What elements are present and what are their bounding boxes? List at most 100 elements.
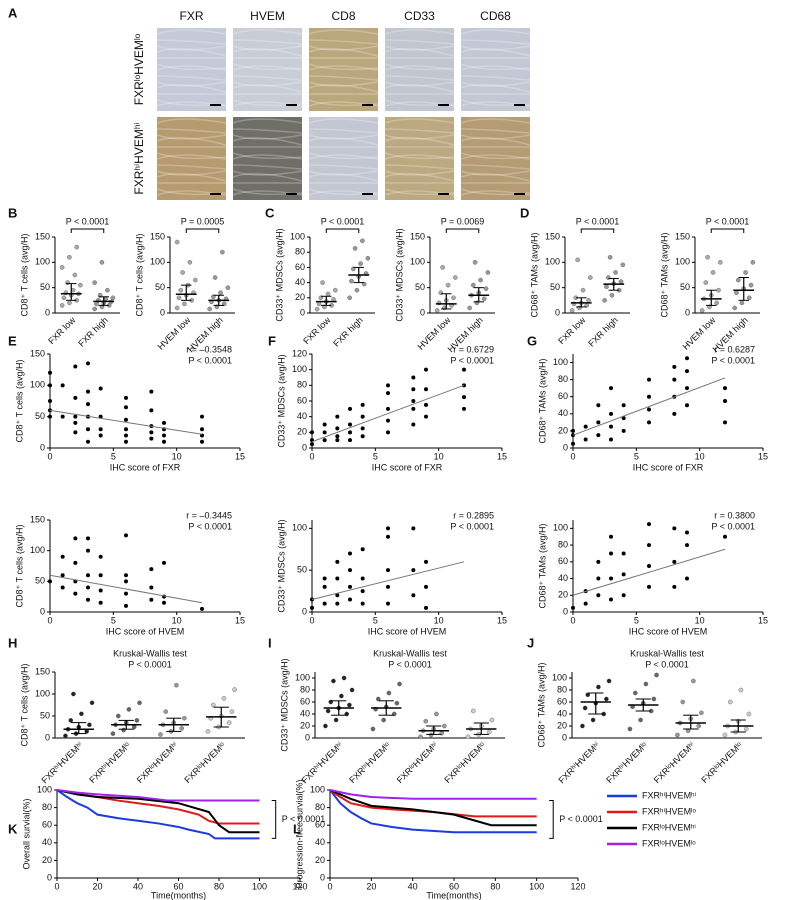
data-point — [675, 732, 680, 738]
y-tick-label: 50 — [40, 282, 50, 292]
data-point — [347, 702, 352, 708]
ihc-image — [309, 28, 378, 111]
data-point — [647, 420, 651, 425]
data-point — [470, 282, 476, 288]
data-point — [627, 726, 633, 732]
data-point — [60, 414, 65, 419]
data-point — [322, 422, 327, 427]
y-tick-label: 60 — [557, 696, 567, 706]
data-point — [121, 727, 126, 733]
data-point — [360, 426, 365, 431]
data-point — [647, 564, 651, 568]
x-tick-label: FXR high — [331, 315, 365, 349]
data-point — [60, 585, 65, 590]
data-point — [732, 305, 737, 311]
data-point — [647, 584, 651, 589]
tissue-texture — [156, 39, 227, 45]
y-tick-label: 60 — [300, 696, 310, 706]
ihc-image — [461, 117, 530, 200]
data-point — [621, 551, 626, 556]
data-point — [87, 722, 92, 728]
data-point — [596, 403, 601, 408]
x-axis-label: IHC score of HVEM — [368, 626, 447, 636]
y-axis-label: CD33⁺ MDSCs (avg/H) — [394, 228, 404, 321]
data-point — [207, 306, 212, 312]
data-point — [174, 305, 180, 311]
y-tick-label: 20 — [297, 427, 307, 437]
y-tick-label: 0 — [40, 606, 45, 616]
data-point — [124, 533, 128, 538]
correlation-label: r = –0.3445 — [186, 510, 232, 520]
data-point — [569, 308, 575, 313]
significance-bracket — [185, 228, 220, 233]
tissue-texture — [460, 134, 531, 140]
column-header: FXR — [180, 9, 204, 23]
data-point — [316, 301, 322, 307]
x-tick-label: 15 — [235, 615, 245, 625]
y-tick-label: 50 — [40, 710, 50, 720]
tissue-texture — [384, 84, 455, 93]
y-tick-label: 80 — [42, 802, 52, 812]
y-tick-label: 80 — [315, 802, 325, 812]
tissue-texture — [232, 48, 303, 57]
data-point — [225, 285, 231, 290]
tissue-texture — [308, 111, 379, 117]
data-point — [354, 287, 360, 293]
row-label: FXRʰⁱHVEMʰⁱ — [132, 122, 146, 194]
data-point — [647, 543, 651, 548]
data-point — [613, 270, 618, 275]
tissue-texture — [384, 128, 455, 134]
x-axis-label: IHC score of FXR — [633, 462, 704, 472]
ihc-image — [461, 28, 530, 111]
tissue-texture — [308, 128, 379, 134]
data-point — [200, 414, 204, 419]
y-tick-label: 50 — [155, 282, 165, 292]
x-axis-label: IHC score of FXR — [110, 462, 181, 472]
data-point — [322, 576, 327, 581]
y-tick-label: 20 — [295, 292, 305, 302]
data-point — [462, 367, 466, 372]
y-axis-label: CD68⁺ TAMs (avg/H) — [536, 663, 546, 748]
y-tick-label: 50 — [297, 565, 307, 575]
significance-bracket — [710, 228, 745, 233]
y-tick-label: 100 — [292, 364, 307, 374]
panel-label: J — [527, 635, 534, 650]
data-point — [60, 573, 65, 578]
data-point — [61, 295, 67, 301]
data-point — [86, 439, 90, 444]
data-point — [609, 437, 613, 442]
x-tick-label: FXRˡᵒHVEMˡᵒ — [182, 740, 227, 785]
data-point — [386, 383, 390, 388]
x-tick-label: 80 — [214, 881, 224, 891]
y-tick-label: 50 — [680, 282, 690, 292]
y-tick-label: 40 — [295, 277, 305, 287]
tissue-texture — [156, 63, 227, 71]
y-tick-label: 150 — [35, 231, 50, 241]
x-tick-label: 80 — [490, 881, 500, 891]
data-point — [182, 715, 187, 721]
x-tick-label: 40 — [133, 881, 143, 891]
y-tick-label: 40 — [557, 708, 567, 718]
y-axis-label: CD8⁺ T cells (avg/H) — [14, 360, 24, 443]
x-tick-label: FXRʰⁱHVEMʰⁱ — [40, 740, 86, 786]
data-point — [323, 723, 328, 729]
data-point — [596, 576, 601, 581]
data-point — [149, 585, 154, 590]
data-point — [486, 729, 492, 735]
tissue-texture — [232, 81, 303, 87]
y-tick-label: 20 — [558, 425, 568, 435]
data-point — [424, 605, 428, 610]
y-tick-label: 150 — [675, 231, 690, 241]
x-tick-label: 5 — [111, 615, 116, 625]
y-axis-label: CD8⁺ T cells (avg/H) — [14, 525, 24, 608]
x-tick-label: 10 — [695, 451, 705, 461]
data-point — [98, 600, 103, 605]
data-point — [685, 386, 689, 391]
tissue-texture — [460, 164, 531, 170]
y-tick-label: 40 — [558, 573, 568, 583]
tissue-texture — [232, 111, 303, 117]
trend-line — [311, 561, 465, 600]
ihc-image — [157, 28, 226, 111]
x-tick-label: 0 — [570, 615, 575, 625]
data-point — [86, 427, 90, 432]
